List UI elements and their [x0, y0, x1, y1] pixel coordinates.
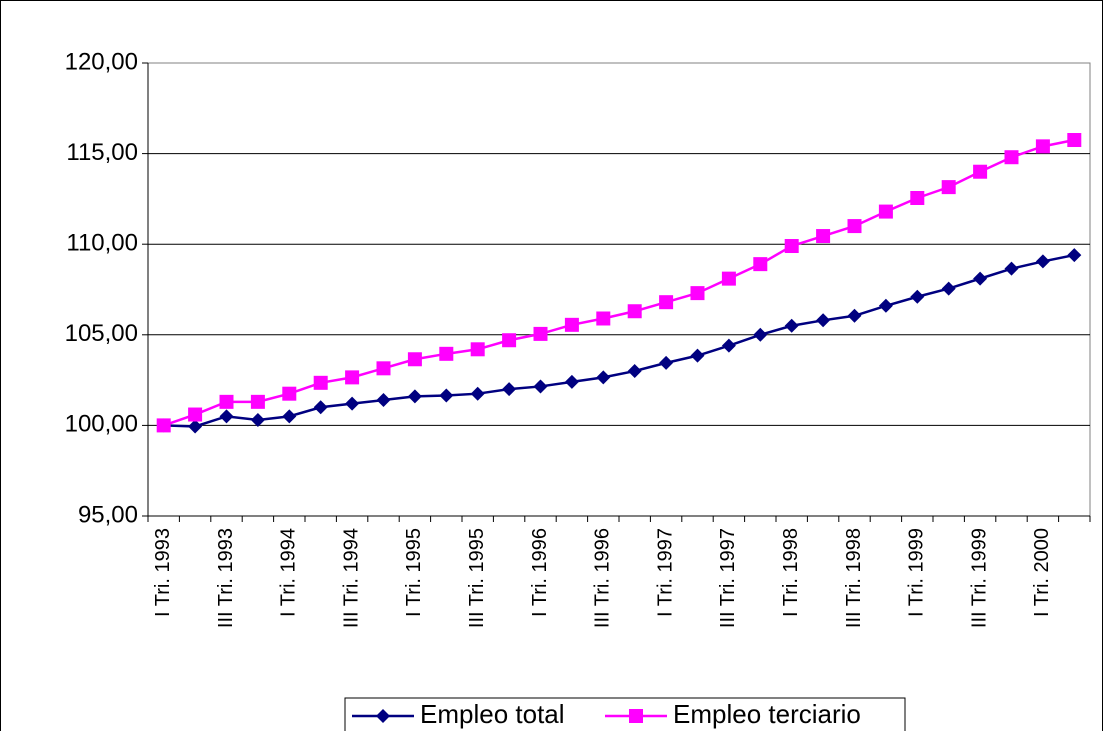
data-point [470, 342, 485, 357]
x-tick-label: I Tri. 1996 [529, 528, 551, 617]
x-tick-label: I Tri. 1994 [278, 528, 300, 617]
x-tick-label: I Tri. 1997 [654, 528, 676, 617]
data-point [659, 295, 674, 310]
x-tick-label: III Tri. 1999 [968, 528, 990, 628]
data-point [816, 229, 831, 244]
y-tick-label: 110,00 [66, 230, 138, 257]
data-point [941, 281, 956, 296]
data-point [502, 333, 517, 348]
data-point [753, 327, 768, 342]
data-point [533, 379, 548, 394]
data-point [753, 257, 768, 272]
y-tick-label: 115,00 [66, 139, 138, 166]
plot-area [147, 62, 1091, 517]
data-point [502, 382, 517, 397]
data-point [407, 352, 422, 367]
data-point [847, 308, 862, 323]
legend-marker [376, 709, 390, 723]
x-tick-label: I Tri. 1993 [152, 528, 174, 617]
legend-marker [629, 709, 643, 723]
data-point [659, 355, 674, 370]
data-point [910, 190, 925, 205]
data-point [1004, 261, 1019, 276]
data-point [1067, 248, 1082, 263]
data-point [407, 389, 422, 404]
data-point [533, 326, 548, 341]
x-tick-label: III Tri. 1996 [592, 528, 614, 628]
data-point [910, 289, 925, 304]
data-point [188, 419, 203, 434]
data-point [564, 374, 579, 389]
data-point [784, 318, 799, 333]
x-tick-label: I Tri. 1998 [780, 528, 802, 617]
data-point [564, 317, 579, 332]
data-point [345, 396, 360, 411]
legend [344, 697, 906, 731]
x-tick-label: III Tri. 1997 [717, 528, 739, 628]
data-point [816, 313, 831, 328]
y-tick-label: 120,00 [65, 48, 138, 75]
data-point [345, 370, 360, 385]
data-point [439, 346, 454, 361]
x-tick-label: III Tri. 1995 [466, 528, 488, 628]
data-point [156, 418, 171, 433]
x-tick-label: III Tri. 1998 [843, 528, 865, 628]
data-point [313, 400, 328, 415]
data-point [690, 348, 705, 363]
data-point [219, 409, 234, 424]
x-tick-label: I Tri. 1995 [403, 528, 425, 617]
data-point [188, 407, 203, 422]
data-point [1035, 139, 1050, 154]
data-point [973, 271, 988, 286]
x-tick-label: I Tri. 1999 [906, 528, 928, 617]
data-point [596, 370, 611, 385]
x-tick-label: III Tri. 1994 [340, 528, 362, 628]
data-point [941, 180, 956, 195]
data-point [376, 361, 391, 376]
y-tick-label: 105,00 [65, 320, 138, 347]
x-tick-label: I Tri. 2000 [1031, 528, 1053, 617]
data-point [470, 386, 485, 401]
data-point [250, 412, 265, 427]
data-point [439, 388, 454, 403]
x-tick-label: III Tri. 1993 [215, 528, 237, 628]
data-point [282, 409, 297, 424]
data-point [847, 219, 862, 234]
data-point [1067, 133, 1082, 148]
data-point [1004, 150, 1019, 165]
data-point [721, 338, 736, 353]
data-point [721, 271, 736, 286]
data-point [690, 286, 705, 301]
data-point [376, 393, 391, 408]
data-point [878, 298, 893, 313]
data-point [313, 375, 328, 390]
y-tick-label: 100,00 [65, 411, 138, 438]
data-point [878, 204, 893, 219]
data-point [973, 164, 988, 179]
data-point [1035, 254, 1050, 269]
data-point [219, 394, 234, 409]
legend-label: Empleo total [420, 699, 565, 729]
data-point [627, 364, 642, 379]
data-point [627, 304, 642, 319]
data-point [784, 239, 799, 254]
data-point [250, 394, 265, 409]
legend-label: Empleo terciario [673, 699, 861, 729]
y-tick-label: 95,00 [78, 501, 138, 528]
data-point [282, 386, 297, 401]
data-point [596, 311, 611, 326]
